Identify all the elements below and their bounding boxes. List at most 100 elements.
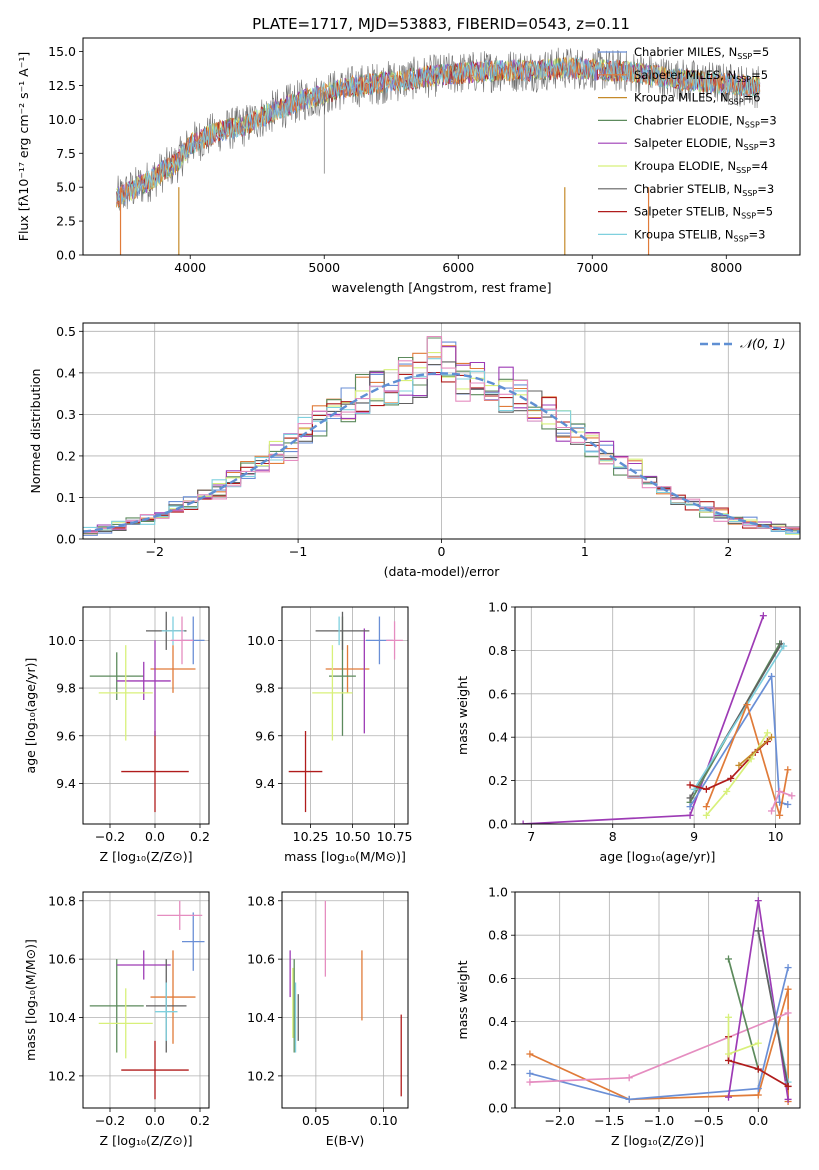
errorbar-point-kroupa_elodie: [98, 645, 153, 741]
x-tick-label: −2: [145, 544, 163, 559]
series-line-kroupa_stelib: [693, 645, 785, 790]
x-axis-label: E(B-V): [326, 1133, 365, 1148]
mass-weight-series: [519, 612, 796, 824]
series-marker: [725, 955, 733, 963]
legend-entry: Kroupa ELODIE, NSSP=4: [634, 159, 768, 175]
y-axis-label: mass weight: [455, 676, 470, 755]
x-tick-label: −0.5: [693, 1113, 723, 1128]
errorbars: [288, 611, 403, 813]
x-tick-label: 0.0: [748, 1113, 768, 1128]
plot-area-age_vs_mass: [282, 607, 408, 824]
x-tick-label: 8000: [710, 260, 742, 275]
y-tick-label: 0.1: [56, 490, 76, 505]
series-marker: [702, 811, 710, 819]
errorbar-point-chabrier_stelib: [315, 611, 370, 650]
spectrum-line-kroupa_stelib: [116, 57, 761, 205]
y-tick-label: 0.2: [488, 1057, 508, 1072]
x-axis-label: mass [log₁₀(M/M⊙)]: [284, 849, 406, 864]
axes-frame: [82, 37, 801, 256]
series-marker: [754, 1065, 762, 1073]
x-axis-label: wavelength [Angstrom, rest frame]: [331, 280, 551, 295]
x-tick-label: 10.25: [293, 829, 329, 844]
x-axis-label: age [log₁₀(age/yr)]: [600, 849, 716, 864]
y-tick-label: 10.2: [247, 1068, 275, 1083]
grid-mass_vs_Z: [83, 892, 209, 1108]
panel-residuals: −2 −1 0 1 2 0.0 0.1 0.2 0.3 0.4 0.5 (data-model)/er…: [28, 322, 801, 579]
x-axis-label: Z [log₁₀(Z/Z⊙)]: [100, 849, 193, 864]
panel-spectrum: 4000 5000 6000 7000 8000 0.0 2.5 5.0 7.5 10.0 12.5…: [16, 15, 801, 295]
y-tick-label: 10.2: [48, 1068, 76, 1083]
y-axis-label: Normed distribution: [28, 369, 43, 494]
y-tick-label: 9.4: [255, 776, 275, 791]
series-marker: [784, 800, 792, 808]
x-tick-label: 9: [690, 829, 698, 844]
y-tick-label: 12.5: [48, 78, 76, 93]
series-line-chabrier_elodie: [727, 958, 760, 1070]
normal-curve: [83, 372, 800, 533]
y-tick-label: 0.4: [56, 365, 76, 380]
y-tick-label: 10.8: [247, 893, 275, 908]
series-marker: [784, 985, 792, 993]
series-marker: [780, 642, 788, 650]
y-tick-label: 10.0: [48, 633, 76, 648]
y-tick-label: 10.4: [48, 1010, 76, 1025]
errorbar-point-kroupa_elodie: [98, 988, 153, 1059]
grid-age_vs_mass: [282, 607, 408, 824]
series-marker: [686, 781, 694, 789]
series-marker: [784, 1009, 792, 1017]
series-marker: [754, 1091, 762, 1099]
series-line-chabrier_stelib: [757, 930, 789, 1087]
series-marker: [754, 1085, 762, 1093]
series-marker: [788, 792, 796, 800]
series-marker: [725, 1093, 733, 1101]
y-tick-label: 9.4: [56, 776, 76, 791]
series-marker: [702, 803, 710, 811]
x-tick-label: 10.50: [335, 829, 371, 844]
y-tick-label: 9.8: [255, 681, 275, 696]
series-marker: [725, 1050, 733, 1058]
series-line-kroupa_elodie: [705, 732, 769, 816]
legend-entry: Salpeter MILES, NSSP=5: [634, 68, 768, 84]
series-marker: [776, 811, 784, 819]
x-axis-label: Z [log₁₀(Z/Z⊙)]: [100, 1133, 193, 1148]
x-tick-label: 8: [609, 829, 617, 844]
x-tick-label: −0.2: [95, 1113, 125, 1128]
x-tick-label: 2: [724, 544, 732, 559]
y-tick-label: 0.2: [56, 448, 76, 463]
axes-frame: [514, 891, 801, 1109]
y-tick-label: 10.6: [48, 952, 76, 967]
series-marker: [784, 964, 792, 972]
y-tick-label: 10.0: [48, 112, 76, 127]
y-tick-label: 10.0: [247, 633, 275, 648]
grid-mass_weight_vs_age: [515, 607, 800, 824]
errorbar-point-salpeter_stelib: [121, 1040, 189, 1100]
y-tick-label: 0.4: [488, 1014, 508, 1029]
errorbar-point-chabrier_miles: [182, 912, 205, 971]
series-marker: [776, 787, 784, 795]
y-axis-label: mass [log₁₀(M/M⊙)]: [23, 939, 38, 1061]
series-marker: [686, 811, 694, 819]
series-marker: [723, 787, 731, 795]
errorbar-point-chabrier_elodie: [89, 652, 144, 700]
y-tick-label: 1.0: [488, 885, 508, 900]
plot-area-mass_vs_Z: [83, 892, 209, 1108]
errorbar-point-extra_pink: [386, 621, 403, 660]
series-marker: [686, 803, 694, 811]
errorbar-point-salpeter_stelib: [288, 731, 323, 813]
series-marker: [526, 1078, 534, 1086]
y-tick-label: 1.0: [488, 600, 508, 615]
series-marker: [727, 774, 735, 782]
y-tick-label: 0.5: [56, 324, 76, 339]
x-tick-label: 0.2: [190, 829, 210, 844]
y-tick-label: 0.8: [488, 643, 508, 658]
mass-weight-series: [526, 897, 792, 1106]
series-marker: [754, 1039, 762, 1047]
x-tick-label: 0.0: [145, 1113, 165, 1128]
series-marker: [768, 807, 775, 815]
histogram-extra_pink: [83, 335, 800, 533]
series-marker: [747, 755, 755, 763]
y-tick-label: 0.0: [488, 1101, 508, 1116]
series-line-kroupa_miles: [738, 736, 773, 767]
errorbars: [289, 900, 402, 1097]
